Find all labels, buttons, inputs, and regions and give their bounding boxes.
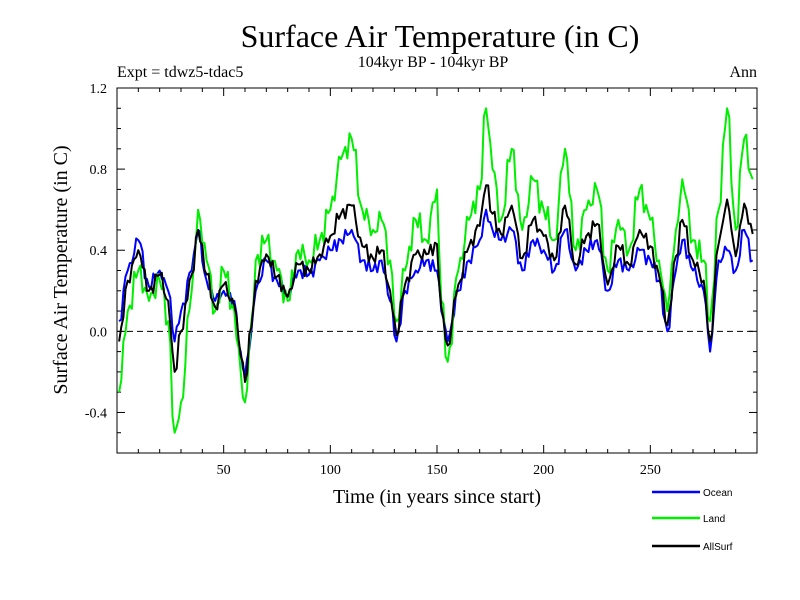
chart-title: Surface Air Temperature (in C) (241, 18, 640, 54)
plot-frame (116, 87, 758, 454)
series-lines (118, 107, 754, 434)
y-axis-label: Surface Air Temperature (in C) (50, 145, 72, 394)
series-line-ocean (118, 208, 754, 377)
tick-labels: 50 100 150 200 250 -0.4 0.0 0.4 0.8 1.2 (85, 82, 661, 478)
y-tick-label: 0.0 (90, 325, 108, 340)
legend-label-land: Land (703, 514, 725, 525)
x-tick-label: 150 (427, 463, 448, 478)
legend-label-allsurf: AllSurf (703, 542, 733, 553)
x-tick-label: 50 (217, 463, 231, 478)
x-tick-label: 100 (320, 463, 341, 478)
series-line-allsurf (118, 184, 754, 383)
series-line-land (118, 107, 754, 434)
x-tick-label: 250 (640, 463, 661, 478)
y-tick-label: 0.8 (90, 163, 108, 178)
y-tick-label: 1.2 (90, 82, 108, 97)
x-axis-label: Time (in years since start) (333, 486, 541, 508)
season-label: Ann (729, 64, 757, 81)
legend-label-ocean: Ocean (703, 488, 732, 499)
y-tick-label: -0.4 (85, 406, 107, 421)
y-tick-label: 0.4 (90, 244, 108, 259)
legend: Ocean Land AllSurf (652, 488, 733, 553)
chart-subtitle: 104kyr BP - 104kyr BP (358, 54, 509, 71)
x-tick-label: 200 (533, 463, 554, 478)
experiment-label: Expt = tdwz5-tdac5 (117, 64, 243, 81)
